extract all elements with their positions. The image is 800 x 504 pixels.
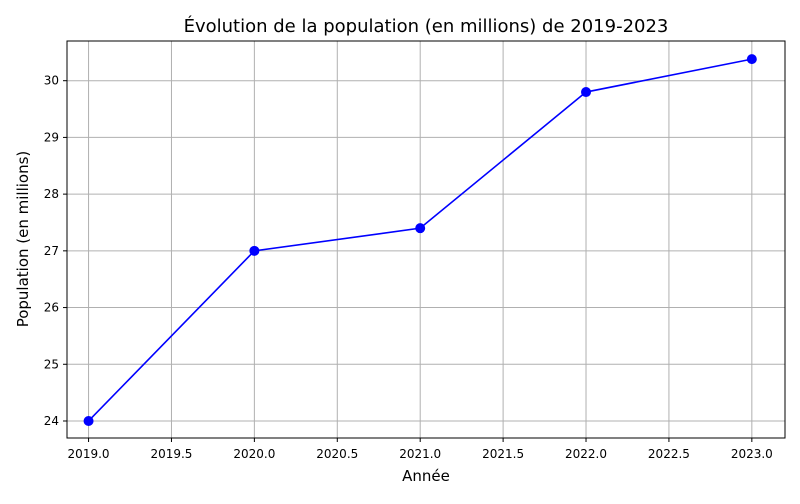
x-tick-label: 2022.5 [648, 447, 690, 461]
data-point [746, 54, 757, 65]
data-point [415, 223, 426, 234]
x-tick-label: 2021.5 [482, 447, 524, 461]
x-tick-label: 2022.0 [565, 447, 607, 461]
data-point [83, 415, 94, 426]
x-tick-label: 2020.0 [233, 447, 275, 461]
chart-title: Évolution de la population (en millions)… [184, 15, 669, 37]
y-tick-label: 29 [44, 130, 59, 144]
data-point [581, 87, 592, 98]
data-point [249, 245, 260, 256]
y-axis-title: Population (en millions) [14, 151, 32, 328]
x-axis-title: Année [402, 467, 450, 485]
y-tick-label: 26 [44, 301, 59, 315]
x-tick-label: 2019.5 [150, 447, 192, 461]
series-layer [83, 54, 757, 426]
x-axis-ticks: 2019.0 2019.5 2020.0 2020.5 2021.0 2021.5 2022… [68, 438, 773, 461]
grid [67, 41, 785, 438]
axes [66, 40, 786, 439]
x-tick-label: 2020.5 [316, 447, 358, 461]
y-tick-label: 24 [44, 414, 59, 428]
y-axis-ticks: 24 25 26 27 28 29 30 [44, 74, 67, 428]
plot-frame [66, 40, 786, 439]
y-tick-label: 28 [44, 187, 59, 201]
y-tick-label: 25 [44, 357, 59, 371]
x-tick-label: 2021.0 [399, 447, 441, 461]
y-tick-label: 30 [44, 74, 59, 88]
x-tick-label: 2023.0 [731, 447, 773, 461]
y-tick-label: 27 [44, 244, 59, 258]
x-tick-label: 2019.0 [68, 447, 110, 461]
